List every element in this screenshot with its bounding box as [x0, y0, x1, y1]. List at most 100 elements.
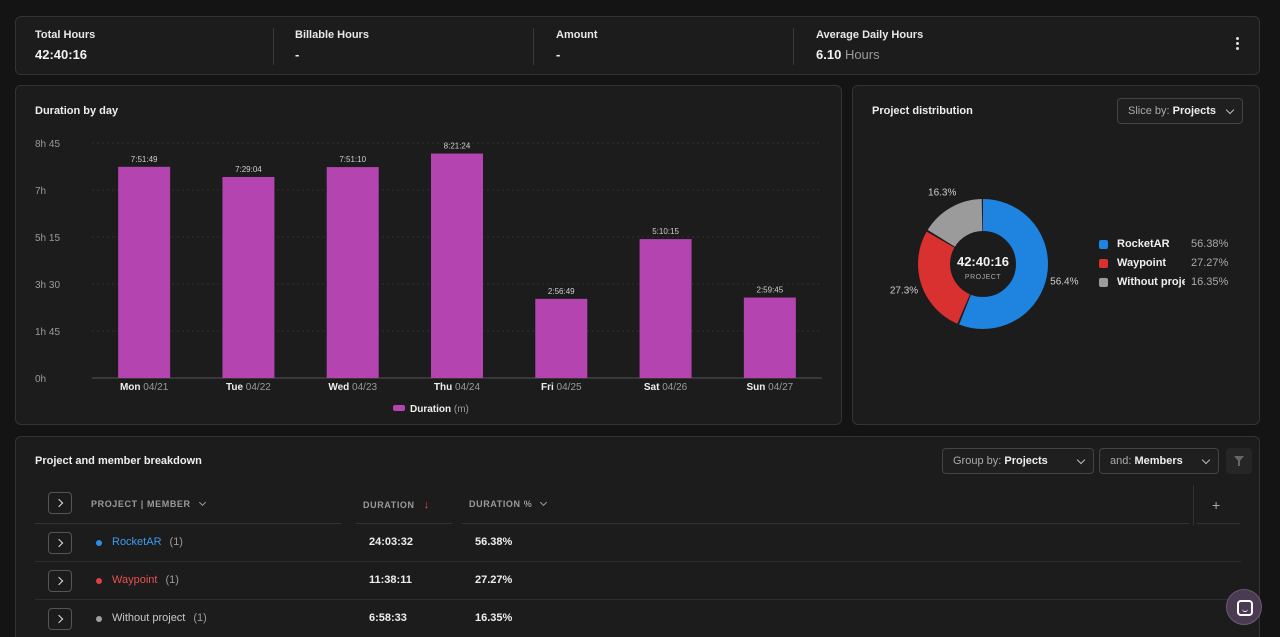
expand-row-button[interactable] [48, 532, 72, 554]
table-row[interactable]: Waypoint (1) 11:38:11 27.27% [35, 562, 1241, 600]
project-name[interactable]: RocketAR (1) [112, 536, 183, 548]
stat-unit: Hours [844, 47, 880, 62]
donut-slice[interactable] [918, 199, 1048, 329]
expand-row-button[interactable] [48, 570, 72, 592]
more-options-icon[interactable] [1233, 37, 1241, 51]
chevron-down-icon [1201, 455, 1211, 465]
select-value: Members [1134, 455, 1183, 467]
add-column-icon[interactable]: + [1212, 497, 1221, 513]
row-duration: 6:58:33 [369, 612, 407, 624]
donut-slice[interactable] [918, 199, 1048, 329]
chat-support-button[interactable] [1226, 589, 1262, 625]
chart-legend[interactable]: Duration (m) [393, 404, 469, 415]
legend-label: Duration (m) [410, 404, 469, 415]
divider [1193, 485, 1194, 525]
breakdown-card: Project and member breakdown Group by: P… [15, 436, 1260, 637]
select-value: Projects [1172, 105, 1217, 117]
member-count: (1) [169, 536, 183, 548]
divider [273, 28, 274, 65]
x-tick-label: Thu 04/24 [434, 382, 481, 393]
table-row[interactable]: Without project (1) 6:58:33 16.35% [35, 600, 1241, 637]
bar[interactable] [326, 167, 379, 378]
project-name[interactable]: Waypoint (1) [112, 574, 179, 586]
y-tick-label: 3h 30 [35, 280, 60, 291]
x-tick-label: Fri 04/25 [541, 382, 582, 393]
expand-row-button[interactable] [48, 608, 72, 630]
legend-item[interactable]: RocketAR 56.38% [1099, 238, 1239, 257]
legend-swatch [1099, 278, 1108, 287]
divider [533, 28, 534, 65]
card-title: Duration by day [35, 105, 119, 117]
legend-item[interactable]: Waypoint 27.27% [1099, 257, 1239, 276]
expand-all-button[interactable] [48, 492, 72, 514]
y-tick-label: 0h [35, 374, 46, 385]
column-header-project[interactable]: PROJECT | MEMBER [91, 498, 206, 509]
legend-name: Without project [1117, 276, 1185, 288]
divider [793, 28, 794, 65]
stat-label: Average Daily Hours [816, 29, 924, 41]
stat-label: Billable Hours [295, 29, 369, 41]
project-color-dot [96, 578, 102, 584]
bar[interactable] [431, 153, 483, 378]
donut-legend: RocketAR 56.38% Waypoint 27.27% Without … [1099, 238, 1239, 295]
filter-icon[interactable] [1226, 448, 1252, 474]
legend-name: Waypoint [1117, 257, 1167, 269]
slice-by-select[interactable]: Slice by: Projects [1117, 98, 1244, 124]
slice-label: 56.4% [1050, 277, 1078, 288]
column-header-duration[interactable]: DURATION ↓ [363, 499, 430, 511]
bar-value-label: 7:51:10 [339, 155, 366, 164]
legend-swatch [1099, 259, 1108, 268]
stat-value: - [295, 47, 300, 62]
and-by-select[interactable]: and: Members [1099, 448, 1219, 474]
legend-swatch [1099, 240, 1108, 249]
project-donut-chart: 56.4% 27.3% 16.3% 42:40:16 PROJECT [890, 188, 1079, 329]
select-prefix: Group by: [953, 455, 1005, 467]
project-name[interactable]: Without project (1) [112, 612, 207, 624]
x-tick-label: Tue 04/22 [226, 382, 271, 393]
group-by-select[interactable]: Group by: Projects [942, 448, 1094, 474]
stat-value: - [556, 47, 561, 62]
slice-label: 16.3% [928, 188, 956, 199]
legend-percent: 27.27% [1191, 257, 1229, 269]
stat-label: Amount [556, 29, 598, 41]
stat-average-daily-hours: Average Daily Hours 6.10 Hours [797, 17, 923, 74]
chevron-down-icon [540, 498, 548, 507]
x-tick-label: Wed 04/23 [328, 382, 377, 393]
legend-percent: 16.35% [1191, 276, 1229, 288]
legend-item[interactable]: Without project 16.35% [1099, 276, 1239, 295]
bar-value-label: 5:10:15 [652, 227, 679, 236]
donut-center-value: 42:40:16 [957, 254, 1009, 269]
bar-value-label: 8:21:24 [444, 142, 471, 151]
stat-label: Total Hours [35, 29, 96, 41]
select-prefix: and: [1110, 455, 1135, 467]
bar[interactable] [222, 176, 275, 378]
bar[interactable] [535, 298, 588, 378]
y-tick-label: 5h 15 [35, 233, 60, 244]
y-tick-label: 1h 45 [35, 327, 60, 338]
card-title: Project and member breakdown [35, 455, 202, 467]
bar[interactable] [743, 297, 796, 378]
y-tick-label: 7h [35, 186, 46, 197]
stat-value: 42:40:16 [35, 47, 88, 62]
duration-bar-chart: 0h 1h 45 3h 30 5h 15 7h 8h 45 7:51:49 Mon 04/21… [35, 139, 822, 415]
legend-percent: 56.38% [1191, 238, 1229, 250]
row-duration-pct: 56.38% [475, 536, 513, 548]
legend-name: RocketAR [1117, 238, 1170, 250]
slice-label: 27.3% [890, 286, 918, 297]
bar[interactable] [118, 166, 171, 378]
row-duration-pct: 27.27% [475, 574, 513, 586]
project-distribution-card: Project distribution Slice by: Projects … [852, 85, 1260, 425]
project-color-dot [96, 616, 102, 622]
header-underline [35, 523, 341, 524]
row-duration: 11:38:11 [369, 574, 412, 586]
stat-amount: Amount - [537, 17, 598, 74]
y-tick-label: 8h 45 [35, 139, 60, 150]
x-tick-label: Sat 04/26 [644, 382, 688, 393]
stat-value: 6.10 Hours [816, 47, 923, 62]
row-duration-pct: 16.35% [475, 612, 513, 624]
row-duration: 24:03:32 [369, 536, 414, 548]
column-header-duration-pct[interactable]: DURATION % [469, 498, 548, 509]
table-row[interactable]: RocketAR (1) 24:03:32 56.38% [35, 524, 1241, 562]
bar-value-label: 7:29:04 [235, 165, 262, 174]
bar[interactable] [639, 239, 692, 378]
